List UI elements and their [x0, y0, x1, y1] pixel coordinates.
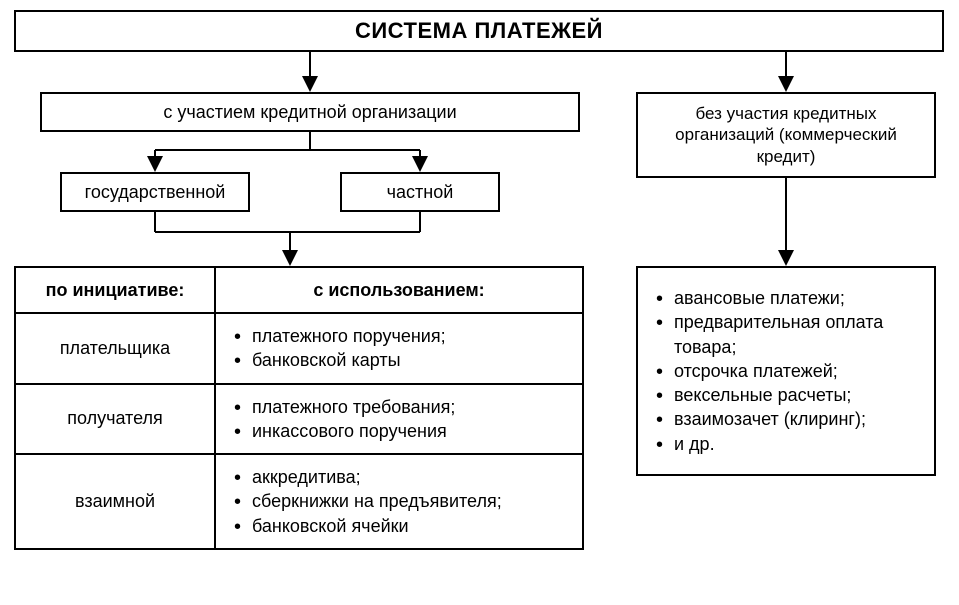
gov-label: государственной [85, 182, 226, 203]
title-text: СИСТЕМА ПЛАТЕЖЕЙ [355, 18, 603, 44]
list-item: и др. [656, 432, 920, 456]
branch-right-label: без участия кредитных организаций (комме… [646, 103, 926, 167]
hdr-right: с использованием: [313, 280, 484, 301]
list-item: банковской карты [234, 348, 576, 372]
list-item: инкассового поручения [234, 419, 576, 443]
classification-table: по инициативе: с использованием: платель… [14, 266, 584, 550]
right-bullet-box: авансовые платежи; предварительная оплат… [636, 266, 936, 476]
priv-label: частной [387, 182, 454, 203]
gov-box: государственной [60, 172, 250, 212]
list-item: предварительная оплата товара; [656, 310, 920, 359]
table-row: взаимной аккредитива; сберкнижки на пред… [16, 455, 582, 548]
branch-left-box: с участием кредитной организации [40, 92, 580, 132]
list-item: взаимозачет (клиринг); [656, 407, 920, 431]
row-items: платежного требования; инкассового поруч… [216, 385, 582, 454]
list-item: авансовые платежи; [656, 286, 920, 310]
row-who: взаимной [16, 455, 216, 548]
row-items: платежного поручения; банковской карты [216, 314, 582, 383]
priv-box: частной [340, 172, 500, 212]
list-item: аккредитива; [234, 465, 576, 489]
list-item: платежного поручения; [234, 324, 576, 348]
list-item: платежного требования; [234, 395, 576, 419]
row-items: аккредитива; сберкнижки на предъявителя;… [216, 455, 582, 548]
hdr-left: по инициативе: [16, 268, 216, 312]
row-who: плательщика [16, 314, 216, 383]
table-header-row: по инициативе: с использованием: [16, 268, 582, 314]
list-item: сберкнижки на предъявителя; [234, 489, 576, 513]
table-row: получателя платежного требования; инкасс… [16, 385, 582, 456]
title-box: СИСТЕМА ПЛАТЕЖЕЙ [14, 10, 944, 52]
branch-left-label: с участием кредитной организации [163, 102, 456, 123]
branch-right-box: без участия кредитных организаций (комме… [636, 92, 936, 178]
list-item: банковской ячейки [234, 514, 576, 538]
list-item: вексельные расчеты; [656, 383, 920, 407]
right-bullet-list: авансовые платежи; предварительная оплат… [656, 286, 920, 456]
list-item: отсрочка платежей; [656, 359, 920, 383]
row-who: получателя [16, 385, 216, 454]
table-row: плательщика платежного поручения; банков… [16, 314, 582, 385]
